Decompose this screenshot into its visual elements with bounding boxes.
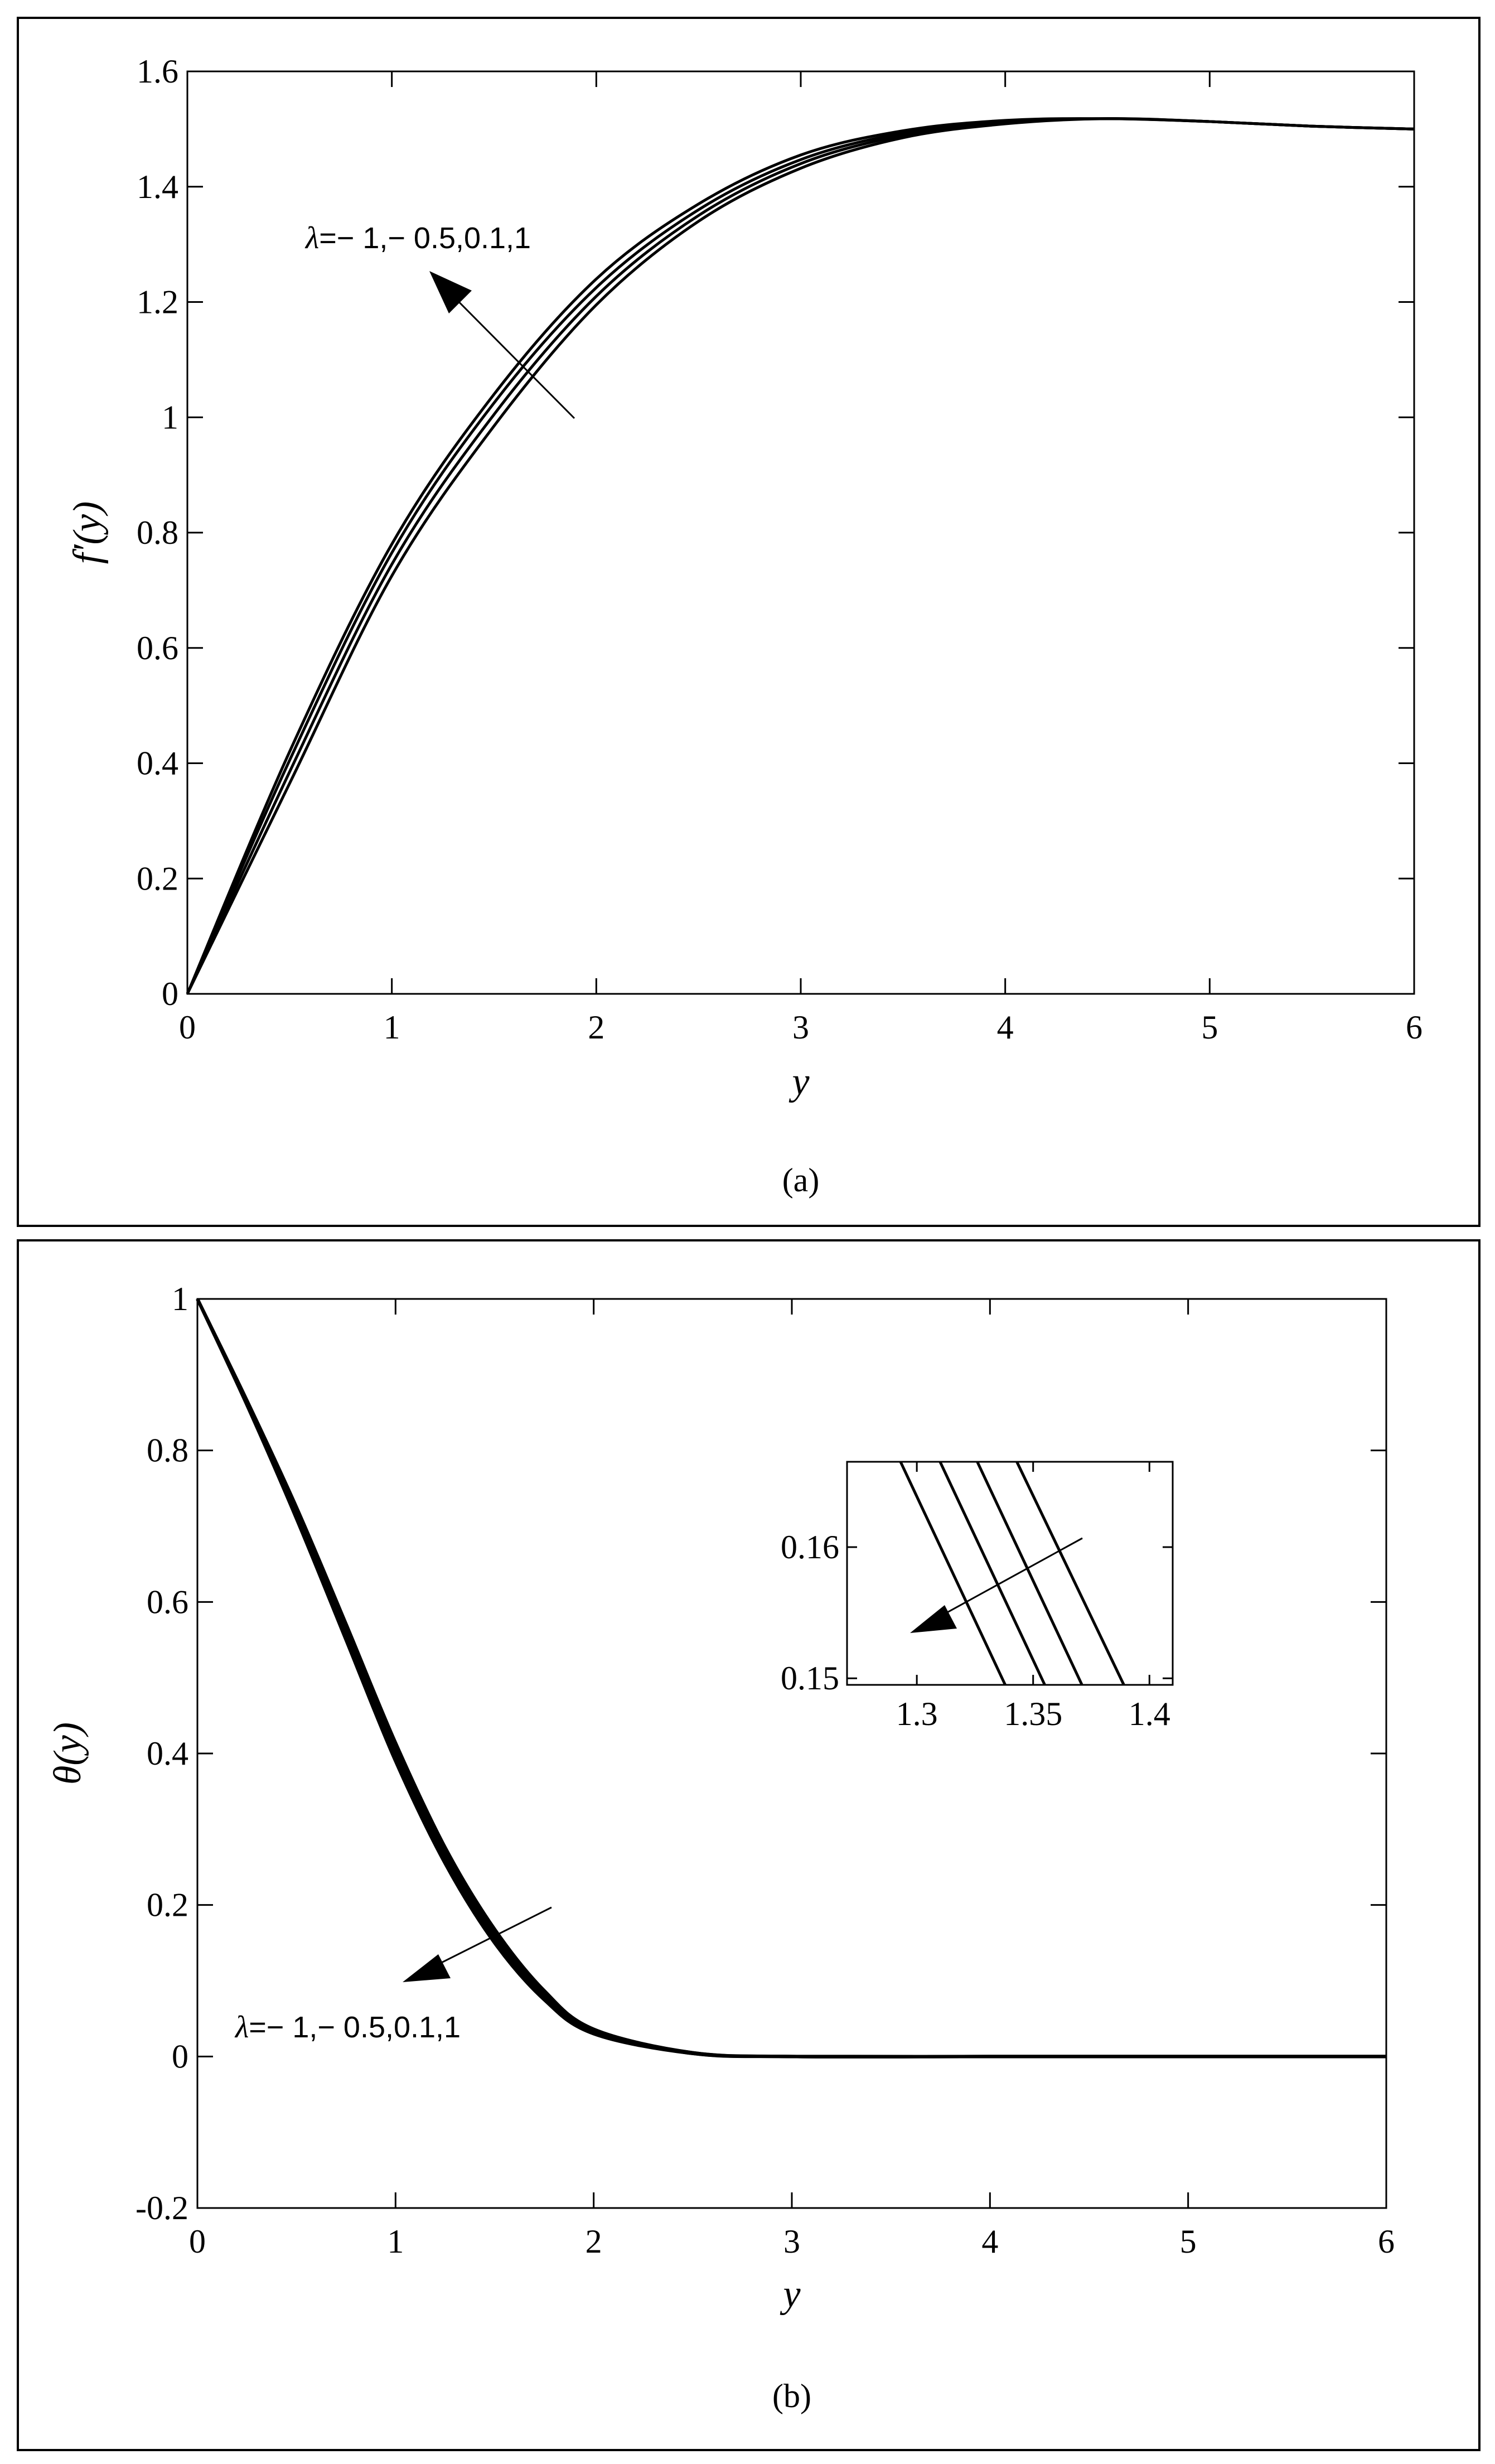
annotation-lambda-a: λ: [304, 221, 319, 255]
inset-area: [846, 1461, 1174, 1686]
inset-plot: 0.15 0.16 1.3 1.35 1.4: [781, 1461, 1174, 1732]
y-tick-label-b: 0.4: [147, 1735, 188, 1772]
y-tick-label-b: -0.2: [136, 2190, 188, 2226]
series-group-a: [186, 117, 1415, 995]
annotation-lambda-b: λ: [234, 2010, 249, 2045]
y-axis-ticks-b: -0.2 0 0.2 0.4 0.6 0.8 1: [136, 1281, 1386, 2226]
x-axis-ticks-b: 0 1 2 3 4 5 6: [189, 1299, 1395, 2260]
inset-y-ticks: 0.15 0.16: [781, 1529, 1173, 1697]
y-tick-label-a: 0.2: [137, 860, 178, 897]
y-tick-label-b: 1: [172, 1281, 188, 1317]
x-tick-label-a: 1: [384, 1009, 400, 1046]
panel-caption-a: (a): [782, 1162, 820, 1199]
y-tick-label-a: 0: [162, 975, 178, 1012]
x-tick-label-b: 4: [981, 2223, 998, 2260]
inset-series-line-3: [976, 1461, 1083, 1686]
series-group-b: [196, 1298, 1386, 2059]
inset-x-ticks: 1.3 1.35 1.4: [896, 1462, 1170, 1732]
inset-series-line-4: [1015, 1461, 1125, 1686]
y-tick-label-a: 0.8: [137, 514, 178, 551]
series-line-a-4: [186, 117, 1415, 995]
inset-x-tick-label: 1.4: [1129, 1695, 1170, 1732]
arrowhead-a: [429, 271, 472, 313]
x-axis-label-b: y: [780, 2273, 801, 2316]
arrowhead-b: [403, 1954, 451, 1982]
inset-y-tick-label: 0.15: [781, 1660, 839, 1697]
plot-area-a: [186, 70, 1415, 995]
y-tick-label-a: 1: [162, 399, 178, 436]
annotation-values-a: =− 1,− 0.5,0.1,1: [319, 221, 531, 255]
y-tick-label-a: 1.6: [137, 53, 178, 90]
inset-series-line-2: [938, 1461, 1046, 1686]
y-tick-label-a: 1.4: [137, 168, 178, 205]
y-tick-label-b: 0.6: [147, 1583, 188, 1620]
y-axis-ticks-a: 0 0.2 0.4 0.6 0.8 1 1.2 1.4 1.6: [137, 53, 1414, 1012]
chart-a: 0 0.2 0.4 0.6 0.8 1 1.2 1.4 1.6 0 1 2 3 4 5 6 λ=− 1,− …: [66, 53, 1423, 1199]
x-tick-label-a: 5: [1201, 1009, 1218, 1046]
x-tick-label-a: 4: [997, 1009, 1014, 1046]
y-tick-label-a: 0.6: [137, 630, 178, 666]
panel-a: 0 0.2 0.4 0.6 0.8 1 1.2 1.4 1.6 0 1 2 3 4 5 6 λ=− 1,− …: [17, 17, 1481, 1227]
series-line-b-4: [196, 1298, 1386, 2059]
inset-x-tick-label: 1.3: [896, 1695, 938, 1732]
inset-x-tick-label: 1.35: [1004, 1695, 1062, 1732]
x-tick-label-a: 0: [179, 1009, 196, 1046]
y-tick-label-b: 0.2: [147, 1887, 188, 1924]
x-tick-label-b: 0: [189, 2223, 206, 2260]
y-tick-label-a: 1.2: [137, 284, 178, 321]
panel-caption-b: (b): [772, 2378, 811, 2414]
annotation-text-a: λ=− 1,− 0.5,0.1,1: [304, 221, 531, 255]
inset-series-group: [899, 1461, 1125, 1686]
x-tick-label-b: 6: [1378, 2223, 1395, 2260]
y-axis-label-a: f′(y): [66, 501, 109, 564]
x-tick-label-a: 3: [792, 1009, 809, 1046]
annotation-values-b: =− 1,− 0.5,0.1,1: [249, 2011, 461, 2044]
y-tick-label-a: 0.4: [137, 745, 178, 782]
annotation-text-b: λ=− 1,− 0.5,0.1,1: [234, 2010, 461, 2045]
x-tick-label-a: 6: [1406, 1009, 1423, 1046]
y-tick-label-b: 0: [172, 2038, 188, 2075]
x-tick-label-b: 2: [586, 2223, 602, 2260]
inset-y-tick-label: 0.16: [781, 1529, 839, 1566]
x-tick-label-a: 2: [588, 1009, 604, 1046]
x-axis-label-a: y: [788, 1060, 810, 1103]
inset-series-line-1: [899, 1461, 1007, 1686]
inset-arrowhead: [910, 1605, 957, 1633]
x-tick-label-b: 3: [783, 2223, 800, 2260]
x-axis-ticks-a: 0 1 2 3 4 5 6: [179, 71, 1423, 1046]
plot-area-b: [196, 1298, 1387, 2209]
y-axis-label-b: θ(y): [46, 1722, 89, 1785]
y-tick-label-b: 0.8: [147, 1432, 188, 1469]
x-tick-label-b: 1: [387, 2223, 404, 2260]
x-tick-label-b: 5: [1180, 2223, 1197, 2260]
